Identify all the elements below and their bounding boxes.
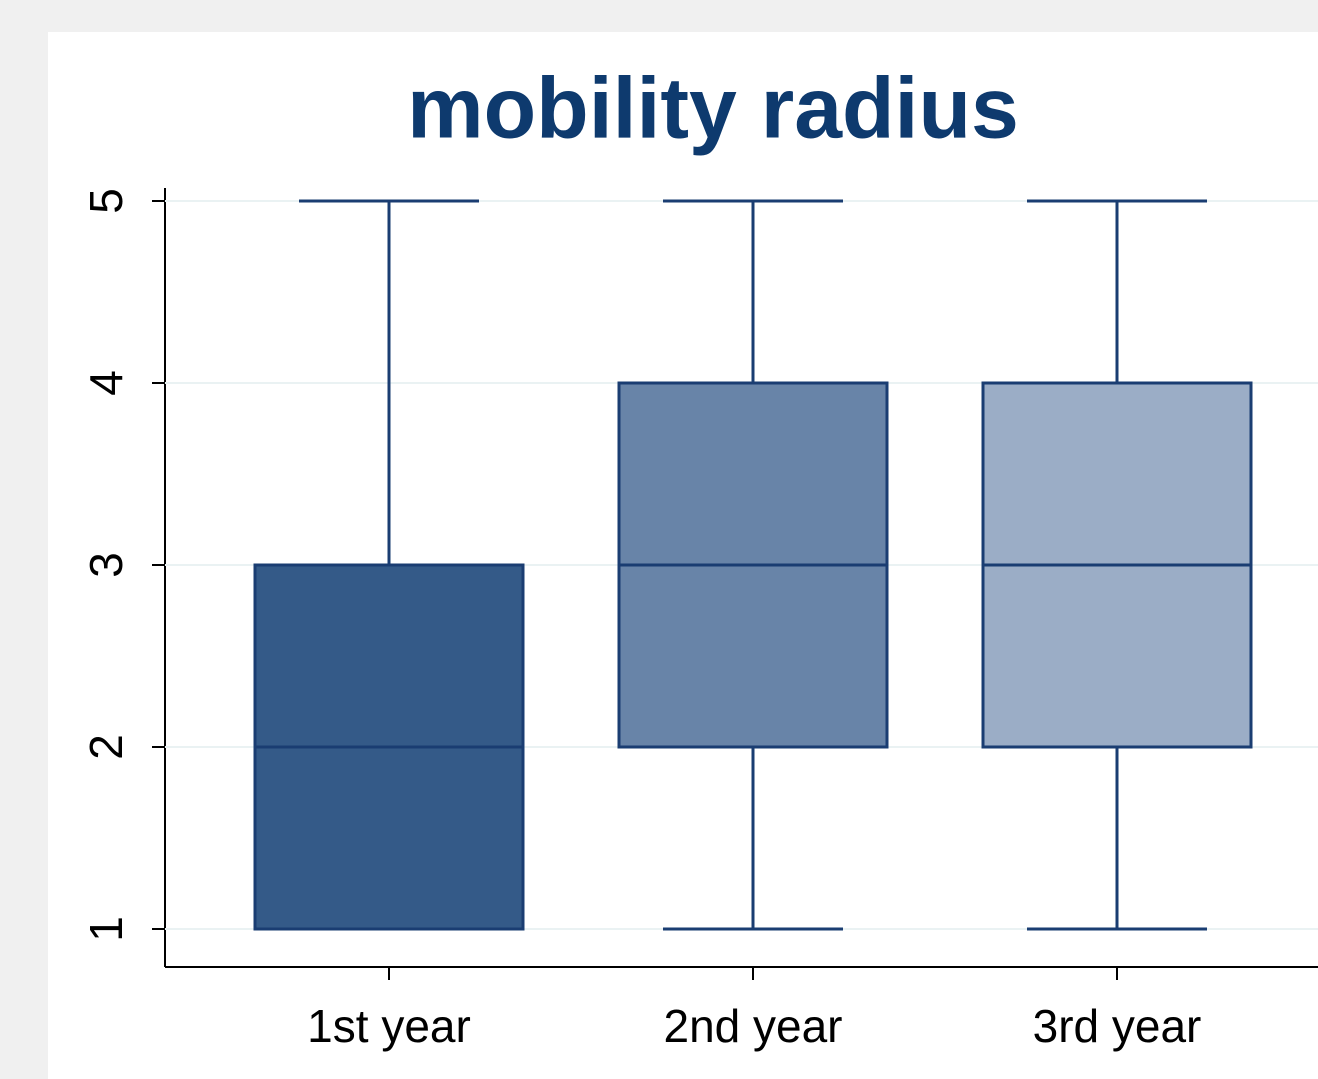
- y-tick-label: 3: [80, 552, 132, 578]
- x-tick-label: 2nd year: [663, 1000, 842, 1052]
- chart-title: mobility radius: [407, 61, 1019, 157]
- y-tick-label: 1: [80, 916, 132, 942]
- y-tick-label: 5: [80, 188, 132, 214]
- y-tick-label: 4: [80, 370, 132, 396]
- x-tick-label: 3rd year: [1033, 1000, 1202, 1052]
- y-tick-label: 2: [80, 734, 132, 760]
- x-tick-label: 1st year: [307, 1000, 471, 1052]
